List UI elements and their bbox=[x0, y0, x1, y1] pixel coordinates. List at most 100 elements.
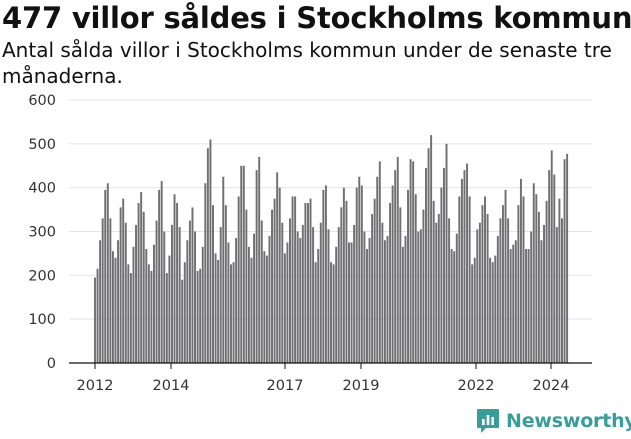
bar bbox=[527, 249, 530, 363]
y-tick-label: 200 bbox=[28, 268, 56, 284]
bar bbox=[289, 218, 291, 363]
bar bbox=[543, 224, 545, 363]
bar bbox=[209, 139, 212, 363]
bar bbox=[391, 185, 394, 363]
bar bbox=[496, 235, 499, 363]
bar bbox=[437, 213, 440, 363]
bar bbox=[191, 207, 194, 363]
bar bbox=[263, 251, 266, 363]
bar bbox=[176, 203, 179, 363]
bar bbox=[350, 242, 353, 363]
bar bbox=[301, 224, 304, 363]
bar bbox=[312, 227, 315, 363]
bar bbox=[561, 218, 563, 363]
bar bbox=[501, 205, 504, 363]
newsworthy-logo: Newsworthy bbox=[476, 408, 631, 434]
bar bbox=[519, 178, 522, 363]
bar bbox=[340, 207, 343, 363]
bar bbox=[389, 203, 392, 363]
bar bbox=[337, 227, 340, 363]
chart-title: 477 villor såldes i Stockholms kommun bbox=[2, 1, 631, 35]
bar bbox=[183, 262, 186, 363]
bar bbox=[232, 262, 235, 363]
bar bbox=[473, 257, 476, 363]
bar bbox=[268, 235, 271, 363]
y-tick-label: 100 bbox=[28, 312, 56, 328]
bar bbox=[366, 249, 368, 363]
x-tick-label: 2024 bbox=[533, 378, 570, 394]
bar bbox=[494, 255, 497, 363]
y-tick-label: 300 bbox=[28, 225, 56, 241]
bar bbox=[114, 257, 117, 363]
bar bbox=[324, 185, 327, 363]
bar bbox=[373, 198, 376, 364]
bar bbox=[566, 153, 569, 363]
bar bbox=[468, 196, 471, 363]
bar bbox=[327, 229, 330, 363]
bar bbox=[224, 205, 227, 363]
bar bbox=[160, 181, 163, 363]
bar bbox=[342, 187, 345, 363]
bar bbox=[188, 220, 191, 363]
bar bbox=[96, 268, 99, 363]
bar bbox=[422, 209, 425, 363]
bar bbox=[242, 165, 245, 363]
bar bbox=[260, 220, 263, 363]
bar bbox=[514, 240, 517, 363]
bar bbox=[168, 255, 171, 363]
bar bbox=[525, 249, 528, 363]
bar bbox=[512, 244, 515, 363]
bar bbox=[360, 185, 363, 363]
bar bbox=[427, 148, 430, 363]
bar bbox=[378, 161, 381, 363]
bar bbox=[304, 203, 307, 363]
bar bbox=[491, 262, 494, 363]
bar bbox=[563, 159, 566, 363]
bar bbox=[109, 218, 112, 363]
bar bbox=[499, 218, 502, 363]
bar bbox=[399, 207, 402, 363]
bar bbox=[532, 183, 535, 363]
bar bbox=[386, 235, 389, 363]
bar bbox=[460, 178, 463, 363]
newsworthy-icon bbox=[477, 409, 499, 433]
bar bbox=[140, 192, 143, 363]
bar bbox=[199, 268, 202, 363]
bar bbox=[453, 251, 456, 363]
latest-value-label: 477 bbox=[567, 0, 599, 5]
x-tick-label: 2012 bbox=[77, 378, 114, 394]
bar bbox=[173, 194, 176, 363]
bar bbox=[548, 170, 551, 363]
bar bbox=[235, 238, 238, 363]
bar bbox=[322, 189, 325, 363]
bar bbox=[299, 238, 302, 363]
bar bbox=[291, 196, 294, 363]
bar bbox=[147, 264, 150, 364]
bar bbox=[309, 198, 312, 364]
bar bbox=[417, 231, 420, 363]
bar bbox=[383, 240, 386, 363]
bar bbox=[122, 198, 125, 364]
bar bbox=[271, 209, 273, 363]
bar bbox=[545, 200, 548, 363]
bar bbox=[550, 150, 553, 363]
bar bbox=[368, 238, 371, 363]
bar bbox=[247, 246, 250, 363]
bar bbox=[150, 270, 153, 363]
bar bbox=[466, 163, 469, 363]
bar bbox=[111, 251, 114, 363]
bar bbox=[414, 194, 417, 363]
bar bbox=[537, 211, 540, 363]
bar bbox=[237, 196, 240, 363]
bar bbox=[196, 270, 199, 363]
bar bbox=[258, 156, 261, 363]
bar bbox=[106, 183, 109, 363]
x-tick-label: 2014 bbox=[153, 378, 190, 394]
bar bbox=[142, 211, 145, 363]
bar bbox=[294, 196, 297, 363]
bar bbox=[455, 233, 458, 363]
bar bbox=[442, 167, 445, 363]
bar bbox=[227, 242, 230, 363]
bar bbox=[363, 231, 366, 363]
